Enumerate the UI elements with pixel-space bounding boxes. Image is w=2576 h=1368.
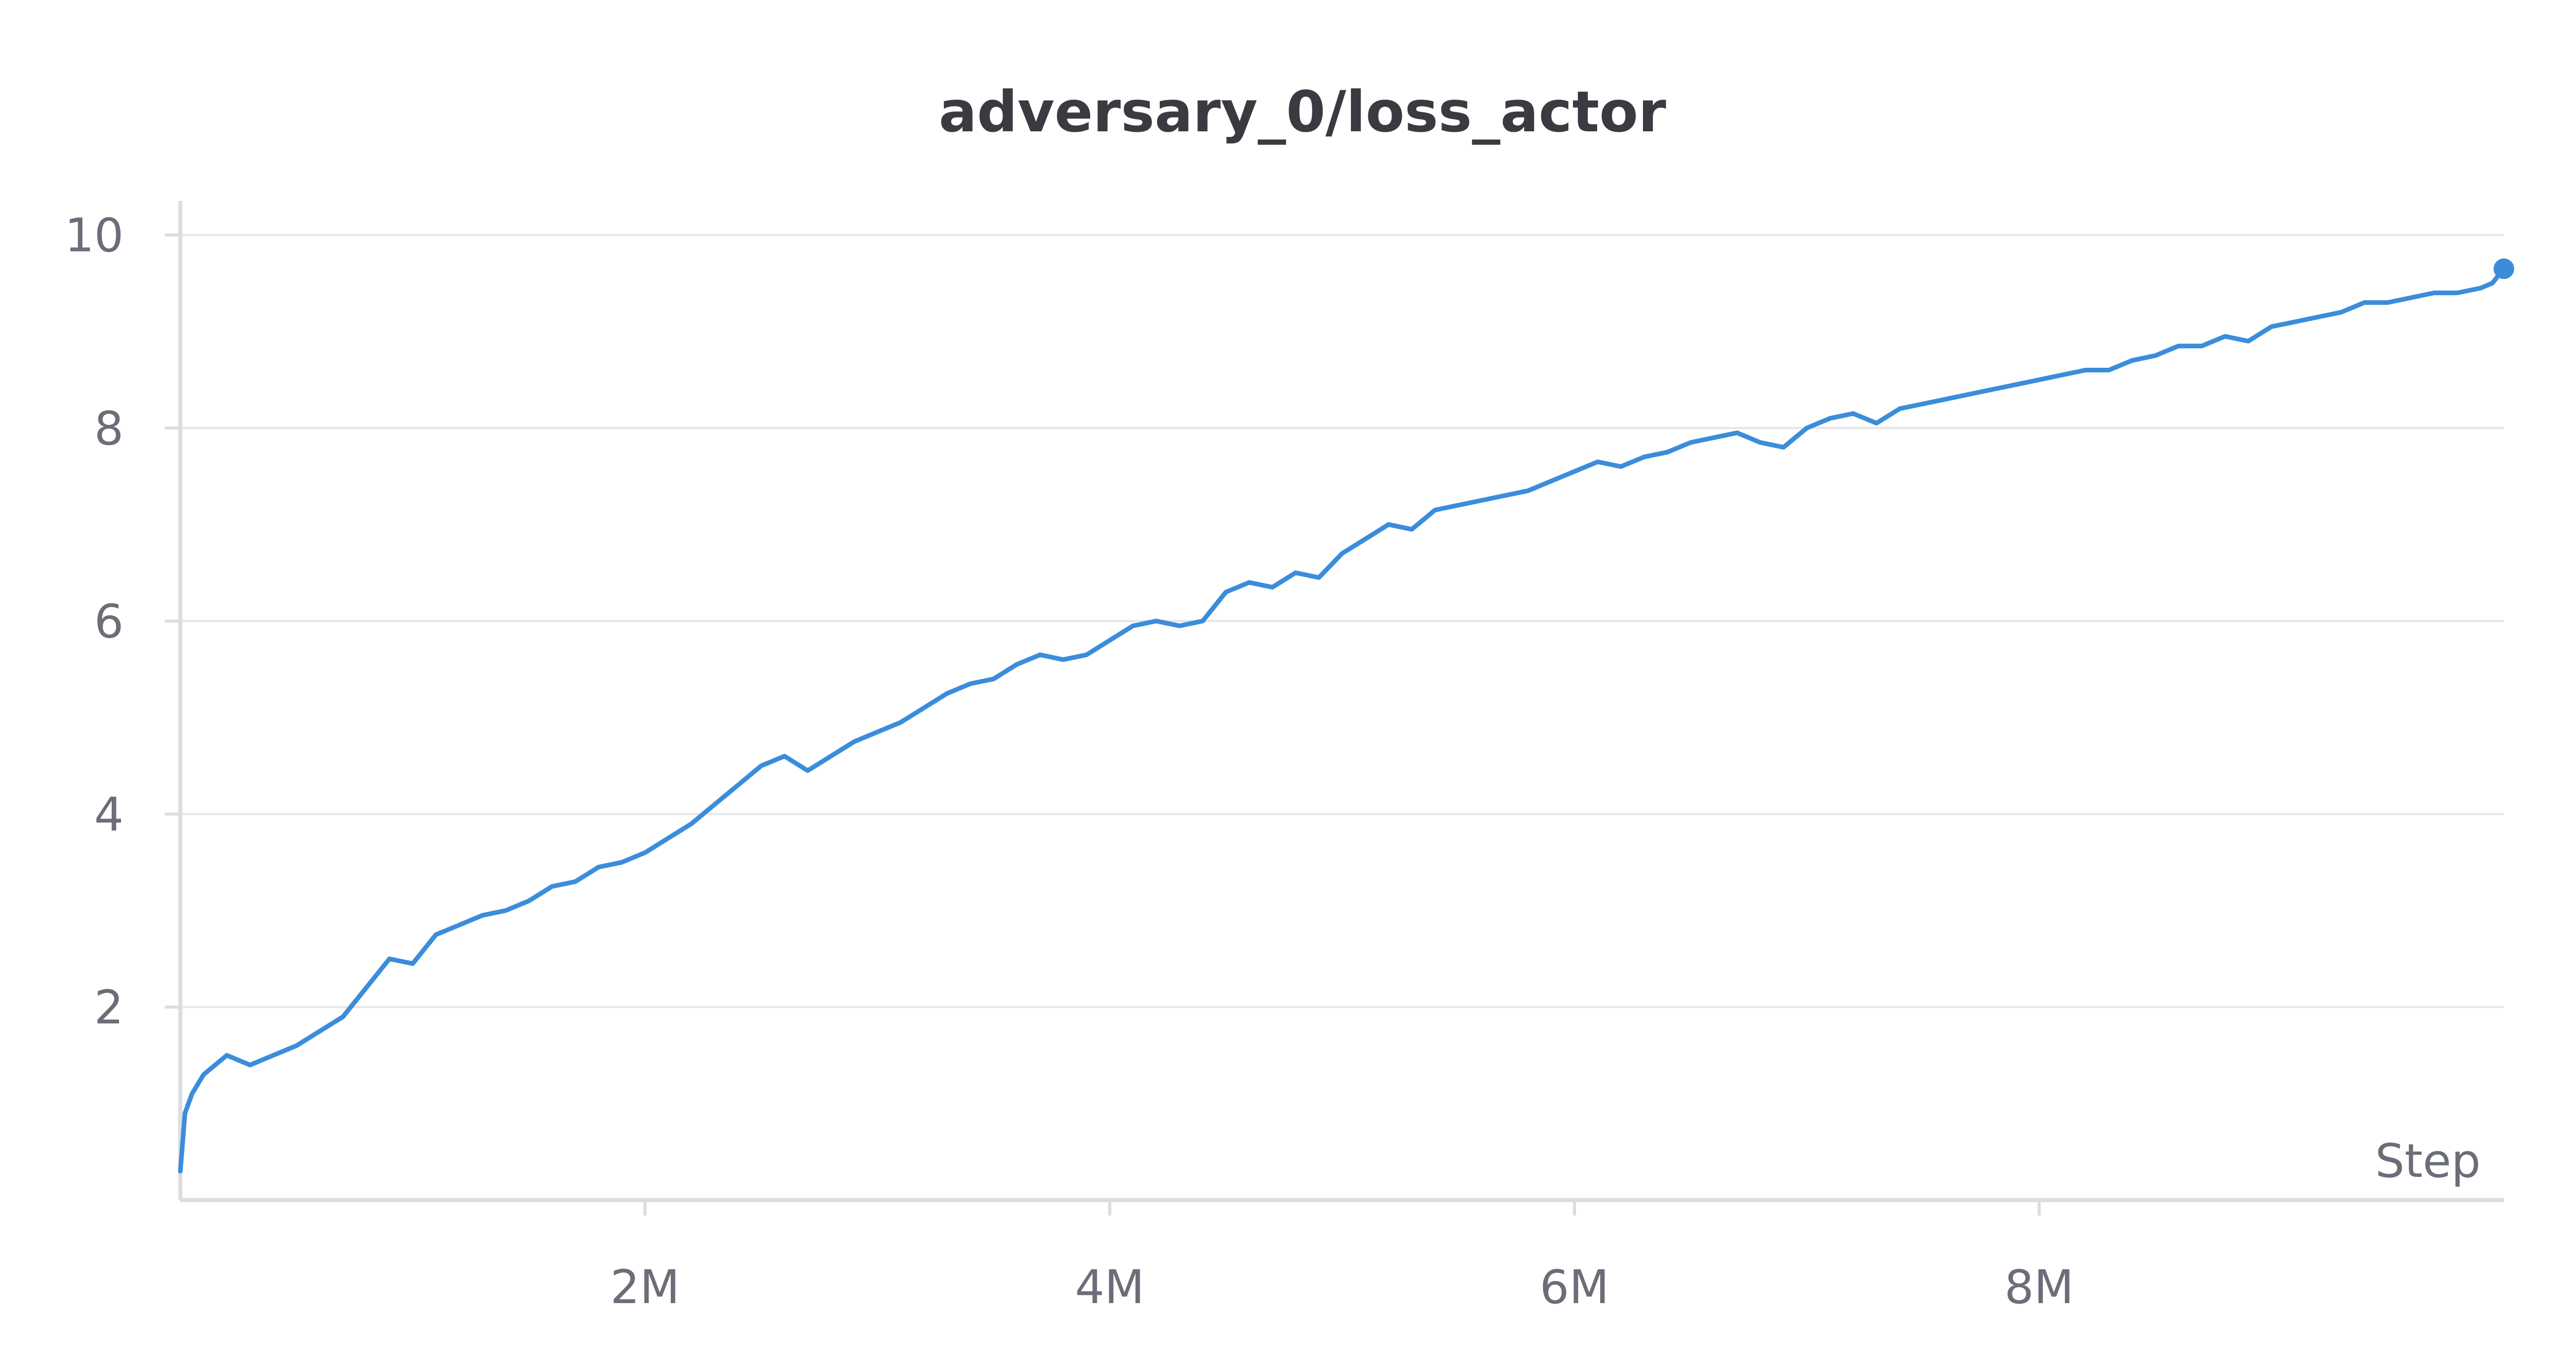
y-axis-ticks: 2 4 6 8 10 <box>64 209 180 1035</box>
y-tick-label: 10 <box>64 209 124 263</box>
y-tick-label: 4 <box>94 788 124 842</box>
grid-lines <box>180 234 2504 1008</box>
x-tick-label: 6M <box>1540 1260 1609 1314</box>
x-tick-label: 4M <box>1075 1260 1145 1314</box>
axes <box>178 201 2504 1202</box>
series-end-marker <box>2494 258 2514 279</box>
y-tick-label: 8 <box>94 402 124 456</box>
chart-title: adversary_0/loss_actor <box>939 79 1666 145</box>
x-axis-label: Step <box>2375 1134 2481 1188</box>
x-tick-label: 8M <box>2005 1260 2074 1314</box>
x-tick-label: 2M <box>611 1260 680 1314</box>
y-tick-label: 6 <box>94 595 124 649</box>
series-line <box>178 266 2506 1174</box>
y-tick-label: 2 <box>94 981 124 1035</box>
x-axis-ticks: 2M 4M 6M 8M <box>611 1200 2074 1314</box>
